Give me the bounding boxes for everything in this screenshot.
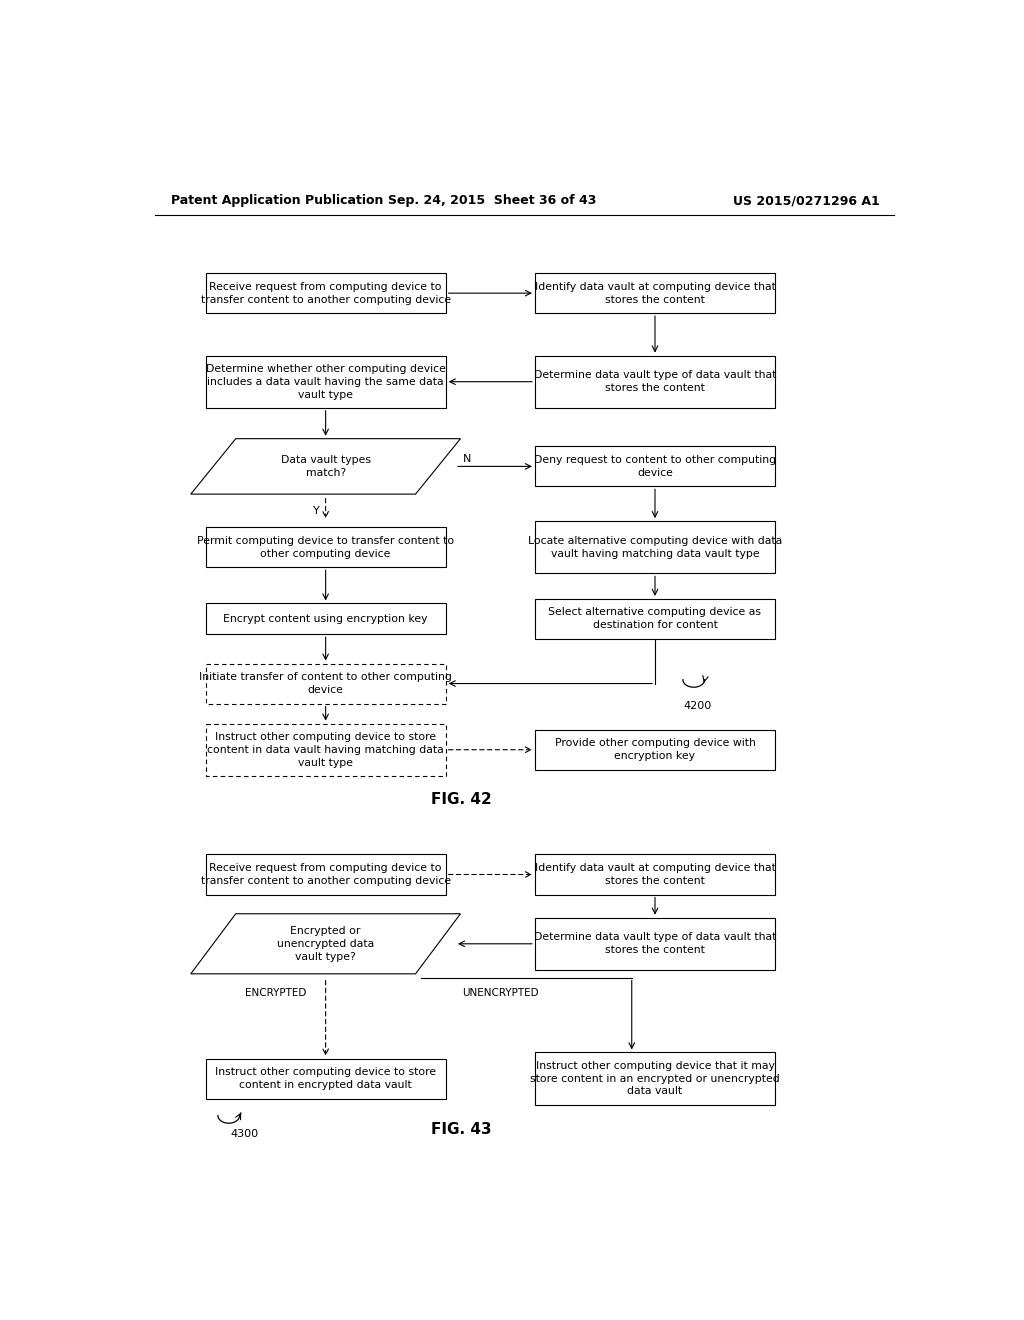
Text: Determine data vault type of data vault that
stores the content: Determine data vault type of data vault …	[534, 932, 776, 956]
Polygon shape	[190, 438, 461, 494]
Text: Instruct other computing device to store
content in data vault having matching d: Instruct other computing device to store…	[207, 733, 444, 767]
Bar	[535, 355, 775, 408]
Text: Determine data vault type of data vault that
stores the content: Determine data vault type of data vault …	[534, 371, 776, 393]
Bar	[535, 446, 775, 487]
Text: Sep. 24, 2015  Sheet 36 of 43: Sep. 24, 2015 Sheet 36 of 43	[388, 194, 596, 207]
Text: Locate alternative computing device with data
vault having matching data vault t: Locate alternative computing device with…	[528, 536, 782, 558]
Bar	[535, 273, 775, 313]
Bar	[206, 273, 445, 313]
Text: Permit computing device to transfer content to
other computing device: Permit computing device to transfer cont…	[197, 536, 455, 558]
Text: Identify data vault at computing device that
stores the content: Identify data vault at computing device …	[535, 281, 775, 305]
Bar	[206, 854, 445, 895]
Bar	[535, 917, 775, 970]
Bar	[535, 854, 775, 895]
Text: ENCRYPTED: ENCRYPTED	[245, 989, 306, 998]
Polygon shape	[190, 913, 461, 974]
Bar	[206, 603, 445, 635]
Text: FIG. 42: FIG. 42	[431, 792, 492, 807]
Text: Encrypted or
unencrypted data
vault type?: Encrypted or unencrypted data vault type…	[278, 927, 374, 961]
Bar	[535, 599, 775, 639]
Text: Instruct other computing device to store
content in encrypted data vault: Instruct other computing device to store…	[215, 1067, 436, 1090]
Text: US 2015/0271296 A1: US 2015/0271296 A1	[733, 194, 880, 207]
Bar	[206, 355, 445, 408]
Text: Receive request from computing device to
transfer content to another computing d: Receive request from computing device to…	[201, 863, 451, 886]
Bar	[206, 527, 445, 568]
Text: FIG. 43: FIG. 43	[431, 1122, 492, 1137]
Text: Select alternative computing device as
destination for content: Select alternative computing device as d…	[549, 607, 762, 630]
Text: UNENCRYPTED: UNENCRYPTED	[462, 989, 539, 998]
Text: Data vault types
match?: Data vault types match?	[281, 455, 371, 478]
Text: N: N	[463, 454, 472, 463]
Text: Instruct other computing device that it may
store content in an encrypted or une: Instruct other computing device that it …	[530, 1061, 780, 1097]
Text: Initiate transfer of content to other computing
device: Initiate transfer of content to other co…	[200, 672, 452, 694]
Text: Deny request to content to other computing
device: Deny request to content to other computi…	[534, 455, 776, 478]
Text: Identify data vault at computing device that
stores the content: Identify data vault at computing device …	[535, 863, 775, 886]
Text: Encrypt content using encryption key: Encrypt content using encryption key	[223, 614, 428, 624]
Text: 4200: 4200	[683, 701, 712, 711]
Bar	[535, 1052, 775, 1105]
Text: Y: Y	[313, 506, 319, 516]
Bar	[206, 723, 445, 776]
Text: Receive request from computing device to
transfer content to another computing d: Receive request from computing device to…	[201, 281, 451, 305]
Bar	[206, 1059, 445, 1098]
Text: 4300: 4300	[230, 1130, 258, 1139]
Bar	[535, 730, 775, 770]
Bar	[535, 521, 775, 573]
Text: Determine whether other computing device
includes a data vault having the same d: Determine whether other computing device…	[206, 364, 445, 400]
Text: Patent Application Publication: Patent Application Publication	[171, 194, 383, 207]
Bar	[206, 664, 445, 704]
Text: Provide other computing device with
encryption key: Provide other computing device with encr…	[555, 738, 756, 762]
